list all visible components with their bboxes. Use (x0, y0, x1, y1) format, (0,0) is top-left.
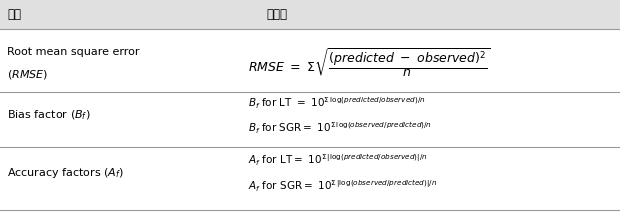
Text: $\mathit{B_f}\ \mathrm{for\ LT}\ =\ 10^{\Sigma\,\mathrm{log}(\mathit{predicted}/: $\mathit{B_f}\ \mathrm{for\ LT}\ =\ 10^{… (248, 96, 426, 111)
Text: $\mathit{A_f}\ \mathrm{for\ SGR}{=}\ 10^{\Sigma\,|\mathrm{log}(\mathit{observed}: $\mathit{A_f}\ \mathrm{for\ SGR}{=}\ 10^… (248, 178, 438, 194)
Text: Accuracy factors $(A_f)$: Accuracy factors $(A_f)$ (7, 166, 125, 180)
Text: $\mathit{RMSE}\ =\ \Sigma\sqrt{\dfrac{(\mathit{predicted}\ -\ \mathit{observed}): $\mathit{RMSE}\ =\ \Sigma\sqrt{\dfrac{(\… (248, 47, 490, 80)
Text: Bias factor $(B_f)$: Bias factor $(B_f)$ (7, 109, 91, 122)
Text: $\mathit{B_f}\ \mathrm{for\ SGR}{=}\ 10^{\Sigma\,\mathrm{log}(\mathit{observed}/: $\mathit{B_f}\ \mathrm{for\ SGR}{=}\ 10^… (248, 121, 432, 136)
Text: $\mathit{A_f}\ \mathrm{for\ LT}{=}\ 10^{\Sigma\,|\mathrm{log}(\mathit{predicted}: $\mathit{A_f}\ \mathrm{for\ LT}{=}\ 10^{… (248, 152, 428, 168)
Text: 계산식: 계산식 (267, 8, 288, 21)
Text: Root mean square error: Root mean square error (7, 47, 140, 57)
Text: $\mathit{(RMSE)}$: $\mathit{(RMSE)}$ (7, 68, 48, 81)
Text: 분류: 분류 (7, 8, 22, 21)
FancyBboxPatch shape (0, 0, 620, 29)
